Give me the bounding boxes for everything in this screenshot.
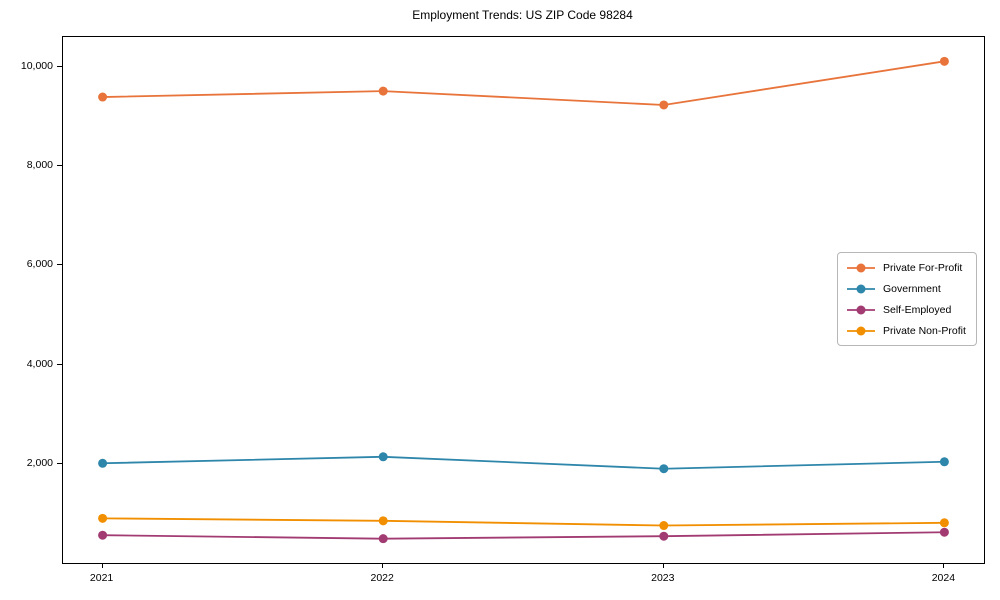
y-tick-label: 2,000 <box>26 456 53 469</box>
plot-area <box>62 36 985 564</box>
legend-label: Self-Employed <box>883 303 952 316</box>
data-point-marker <box>659 100 669 110</box>
data-point-marker <box>939 56 949 66</box>
y-tick-mark <box>57 363 62 365</box>
legend: Private For-Profit Government Self-Employe… <box>837 252 977 346</box>
x-tick-mark <box>382 563 384 568</box>
y-tick-mark <box>57 264 62 266</box>
legend-label: Private For-Profit <box>883 261 963 274</box>
legend-item: Self-Employed <box>846 301 966 318</box>
data-point-marker <box>98 458 108 468</box>
y-tick-mark <box>57 65 62 67</box>
series-line <box>102 517 945 527</box>
line-chart <box>98 56 949 544</box>
data-point-marker <box>98 530 108 540</box>
x-tick-label: 2021 <box>89 572 114 584</box>
y-tick-label: 4,000 <box>26 357 53 370</box>
y-tick-label: 6,000 <box>26 258 53 271</box>
y-tick-label: 10,000 <box>20 59 53 72</box>
data-point-marker <box>939 457 949 467</box>
x-tick-mark <box>662 563 664 568</box>
x-tick-label: 2022 <box>370 572 394 584</box>
y-tick-mark <box>57 165 62 167</box>
data-point-marker <box>659 464 669 474</box>
x-tick-label: 2024 <box>931 572 956 584</box>
legend-item: Private For-Profit <box>846 259 966 276</box>
y-tick-mark <box>57 462 62 464</box>
legend-item: Private Non-Profit <box>846 322 966 339</box>
legend-line-sample <box>847 284 875 293</box>
data-point-marker <box>378 516 388 526</box>
legend-label: Government <box>883 282 941 295</box>
legend-line-sample <box>847 326 875 335</box>
legend-label: Private Non-Profit <box>883 324 966 337</box>
series-line <box>102 531 945 540</box>
data-point-marker <box>98 513 108 523</box>
data-point-marker <box>659 531 669 541</box>
x-tick-mark <box>101 563 103 568</box>
legend-line-sample <box>847 263 875 272</box>
legend-line-sample <box>847 305 875 314</box>
legend-item: Government <box>846 280 966 297</box>
data-point-marker <box>659 521 669 531</box>
x-tick-mark <box>943 563 945 568</box>
series-line <box>102 60 945 106</box>
x-tick-label: 2023 <box>651 572 675 584</box>
data-point-marker <box>98 92 108 102</box>
data-point-marker <box>378 534 388 544</box>
series-line <box>102 455 945 470</box>
data-point-marker <box>378 452 388 462</box>
data-point-marker <box>939 527 949 537</box>
data-point-marker <box>378 86 388 96</box>
data-point-marker <box>939 518 949 528</box>
chart-title: Employment Trends: US ZIP Code 98284 <box>412 8 633 22</box>
y-tick-label: 8,000 <box>26 159 53 172</box>
